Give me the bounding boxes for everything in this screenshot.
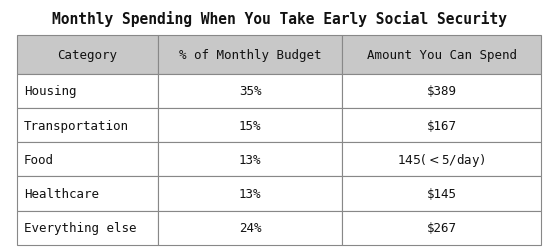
Text: 24%: 24% <box>239 222 261 234</box>
Text: Housing: Housing <box>24 85 76 98</box>
Bar <box>158 108 342 142</box>
Text: % of Monthly Budget: % of Monthly Budget <box>179 49 321 62</box>
Text: Category: Category <box>57 49 118 62</box>
Bar <box>17 108 158 142</box>
Text: Amount You Can Spend: Amount You Can Spend <box>367 49 517 62</box>
Bar <box>342 142 541 177</box>
Text: $267: $267 <box>427 222 456 234</box>
Bar <box>158 74 342 108</box>
Bar <box>342 108 541 142</box>
Bar <box>17 177 158 211</box>
Bar <box>158 142 342 177</box>
Text: Monthly Spending When You Take Early Social Security: Monthly Spending When You Take Early Soc… <box>51 11 507 27</box>
Bar <box>158 177 342 211</box>
Bar <box>342 211 541 245</box>
Text: Food: Food <box>24 153 54 166</box>
Text: 35%: 35% <box>239 85 261 98</box>
Text: $389: $389 <box>427 85 456 98</box>
Bar <box>158 211 342 245</box>
Bar <box>17 36 158 74</box>
Bar <box>342 177 541 211</box>
Bar <box>342 36 541 74</box>
Text: $145  (<$5/day): $145 (<$5/day) <box>397 151 486 168</box>
Text: Healthcare: Healthcare <box>24 187 99 200</box>
Text: Transportation: Transportation <box>24 119 129 132</box>
Text: 13%: 13% <box>239 153 261 166</box>
Text: Everything else: Everything else <box>24 222 137 234</box>
Bar <box>17 74 158 108</box>
Bar <box>158 36 342 74</box>
Text: $167: $167 <box>427 119 456 132</box>
Text: $145: $145 <box>427 187 456 200</box>
Bar <box>342 74 541 108</box>
Text: 13%: 13% <box>239 187 261 200</box>
Bar <box>17 211 158 245</box>
Bar <box>17 142 158 177</box>
Text: 15%: 15% <box>239 119 261 132</box>
